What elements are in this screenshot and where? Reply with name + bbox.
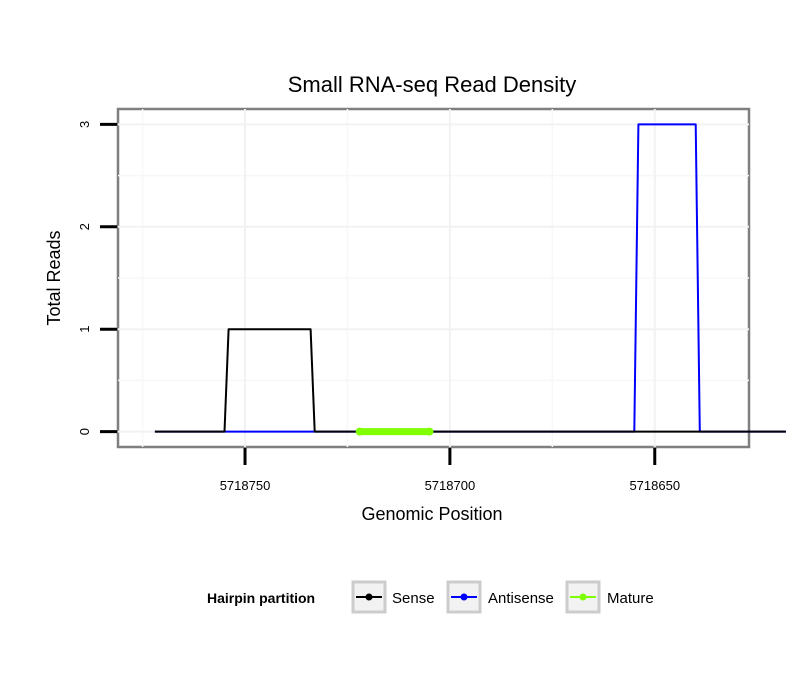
y-axis-title: Total Reads <box>44 230 64 325</box>
x-tick-label: 5718700 <box>425 478 476 493</box>
series-layer <box>154 123 786 436</box>
legend-item-antisense: Antisense <box>446 580 554 614</box>
legend-label-antisense: Antisense <box>488 590 554 607</box>
legend: Hairpin partition Sense Antisense Mature <box>207 580 654 614</box>
x-axis: 5718750 5718700 5718650 <box>220 448 680 493</box>
chart-title: Small RNA-seq Read Density <box>288 72 577 97</box>
legend-item-mature: Mature <box>565 580 654 614</box>
legend-item-sense: Sense <box>351 580 435 614</box>
legend-key-point-mature <box>579 593 587 601</box>
y-tick-label: 1 <box>77 326 92 333</box>
x-tick-label: 5718650 <box>629 478 680 493</box>
y-axis: 0 1 2 3 <box>77 121 117 435</box>
legend-key-point-sense <box>365 593 373 601</box>
minor-gridlines <box>118 109 749 447</box>
series-point-mature <box>425 427 434 436</box>
y-tick-label: 0 <box>77 428 92 435</box>
series-point-mature <box>355 427 364 436</box>
y-tick-label: 2 <box>77 223 92 230</box>
x-axis-title: Genomic Position <box>361 504 502 524</box>
legend-title: Hairpin partition <box>207 590 315 606</box>
y-tick-label: 3 <box>77 121 92 128</box>
legend-label-mature: Mature <box>607 590 654 607</box>
x-tick-label: 5718750 <box>220 478 271 493</box>
legend-key-point-antisense <box>460 593 468 601</box>
legend-label-sense: Sense <box>392 590 435 607</box>
